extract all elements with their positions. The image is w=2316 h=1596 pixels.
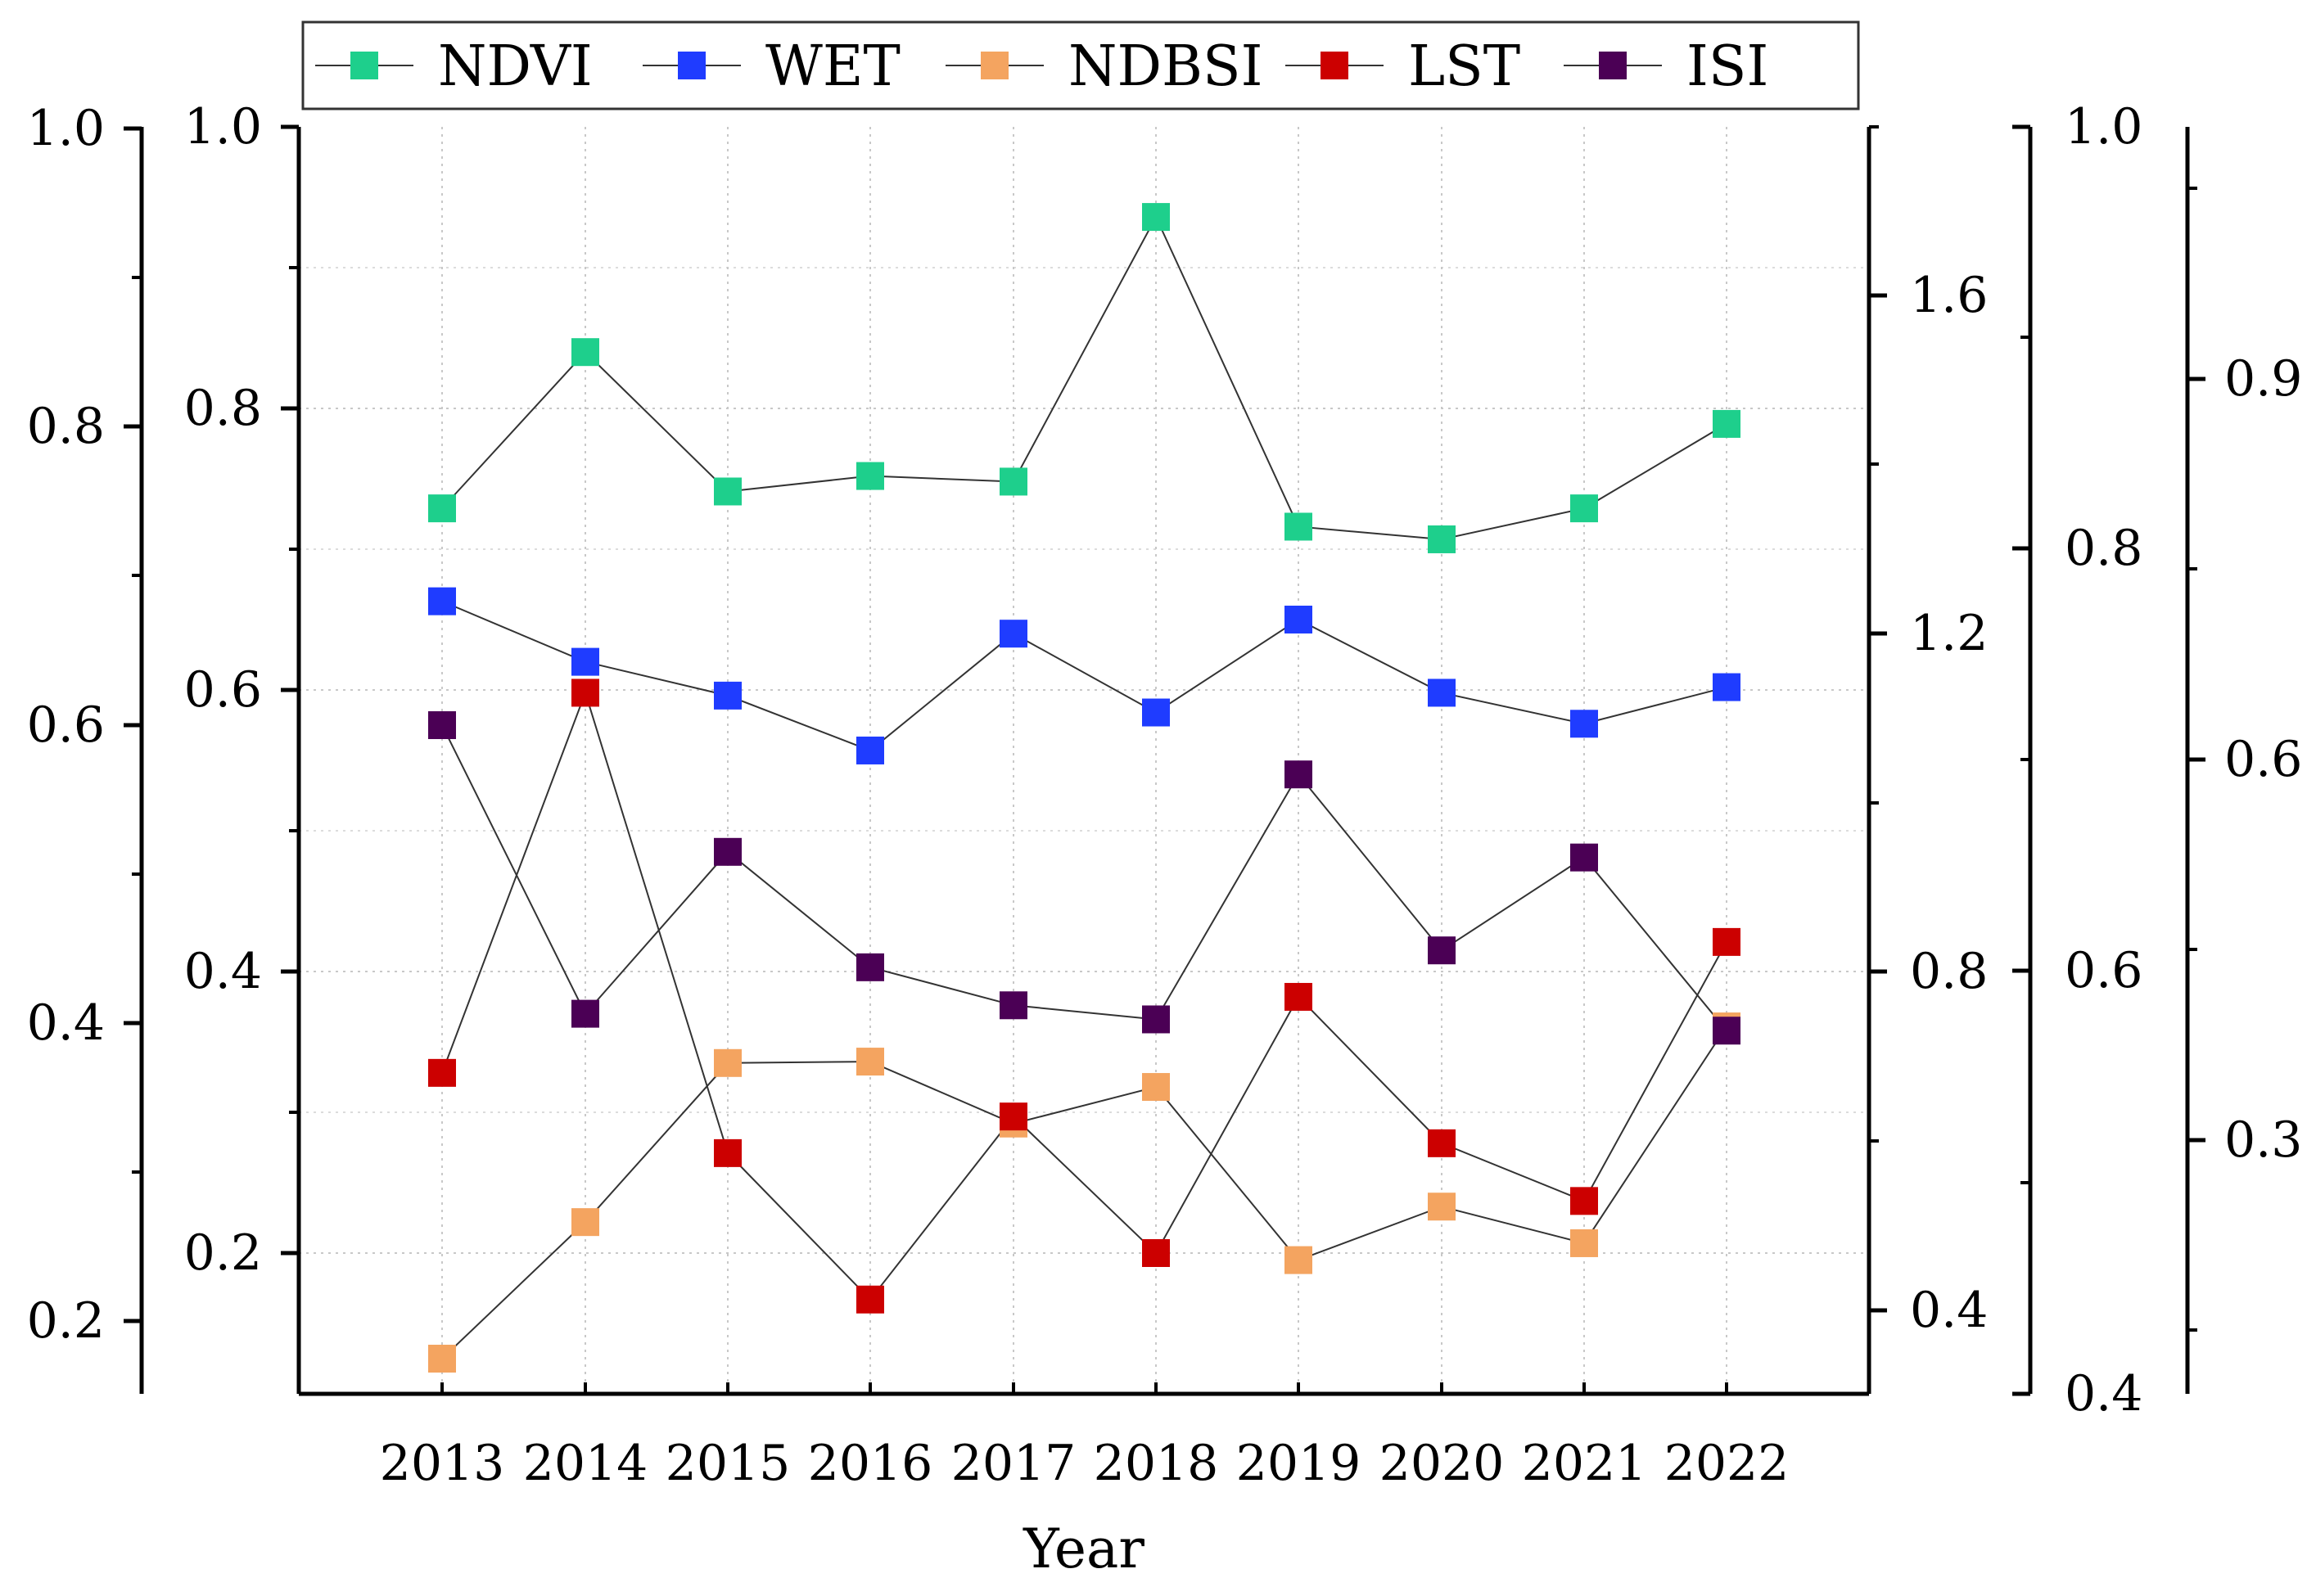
data-point-wet	[856, 736, 884, 764]
data-point-ndvi	[1000, 467, 1027, 496]
right-axis-1-tick-label: 0.8	[1910, 943, 1988, 1000]
x-tick-label: 2014	[523, 1435, 648, 1492]
data-point-ndbsi	[1142, 1073, 1170, 1102]
inner-left-tick-label: 0.6	[184, 661, 262, 719]
x-tick-label: 2017	[951, 1435, 1077, 1492]
inner-left-tick-label: 1.0	[184, 98, 262, 156]
outer-left-tick-label: 0.2	[27, 1292, 105, 1350]
data-point-wet	[428, 587, 456, 615]
data-point-ndvi	[1713, 409, 1740, 438]
data-point-wet	[1428, 679, 1456, 707]
data-point-ndvi	[1428, 525, 1456, 553]
outer-left-tick-label: 0.6	[27, 697, 105, 754]
data-point-isi	[1570, 843, 1598, 872]
data-point-ndvi	[1142, 203, 1170, 232]
data-point-wet	[1000, 620, 1027, 648]
data-point-ndbsi	[428, 1345, 456, 1373]
right-axis-1-tick-label: 0.4	[1910, 1282, 1988, 1339]
series-line-ndvi	[441, 214, 1727, 540]
data-point-ndbsi	[1570, 1229, 1598, 1257]
data-point-lst	[1713, 927, 1740, 956]
data-point-lst	[714, 1138, 742, 1167]
x-tick-label: 2016	[808, 1435, 933, 1492]
right-axis-2-tick-label: 0.8	[2065, 520, 2142, 577]
data-point-ndbsi	[714, 1048, 742, 1077]
data-point-ndvi	[856, 462, 884, 490]
data-point-wet	[571, 647, 599, 676]
data-point-isi	[1284, 760, 1312, 789]
data-point-ndvi	[714, 477, 742, 506]
legend-label-ndvi: NDVI	[438, 34, 593, 99]
data-point-ndvi	[1570, 494, 1598, 523]
legend-marker-ndvi	[350, 52, 378, 79]
data-point-isi	[714, 837, 742, 866]
right-axis-1-tick-label: 1.2	[1910, 605, 1988, 662]
series-line-ndbsi	[441, 1026, 1727, 1359]
data-point-lst	[1284, 982, 1312, 1011]
x-tick-label: 2021	[1522, 1435, 1647, 1492]
data-point-lst	[1000, 1102, 1027, 1131]
data-point-isi	[856, 953, 884, 981]
data-point-wet	[1284, 606, 1312, 633]
legend-label-wet: WET	[765, 34, 901, 99]
data-point-ndbsi	[1284, 1246, 1312, 1274]
data-point-wet	[1570, 710, 1598, 738]
outer-left-tick-label: 0.4	[27, 994, 105, 1052]
data-point-lst	[428, 1058, 456, 1087]
legend-label-isi: ISI	[1686, 34, 1768, 99]
x-tick-label: 2022	[1664, 1435, 1790, 1492]
right-axis-1-tick-label: 1.6	[1910, 267, 1988, 324]
series-line-isi	[441, 724, 1727, 1031]
data-point-lst	[1142, 1239, 1170, 1267]
right-axis-2-tick-label: 1.0	[2065, 98, 2142, 156]
data-point-wet	[1142, 698, 1170, 727]
right-axis-3-tick-label: 0.9	[2224, 350, 2302, 408]
data-point-lst	[1570, 1187, 1598, 1215]
data-point-isi	[428, 711, 456, 739]
legend-label-lst: LST	[1408, 34, 1520, 99]
x-tick-label: 2013	[380, 1435, 505, 1492]
x-tick-label: 2018	[1094, 1435, 1219, 1492]
data-point-isi	[571, 999, 599, 1028]
data-point-ndvi	[428, 494, 456, 523]
inner-left-tick-label: 0.2	[184, 1224, 262, 1282]
data-point-ndvi	[571, 338, 599, 367]
series-line-wet	[441, 600, 1727, 752]
data-point-ndbsi	[1428, 1192, 1456, 1221]
legend-marker-isi	[1599, 52, 1627, 79]
data-point-isi	[1713, 1017, 1740, 1045]
data-point-lst	[571, 679, 599, 707]
data-point-wet	[1713, 673, 1740, 701]
legend-marker-lst	[1321, 52, 1348, 79]
data-point-ndbsi	[856, 1048, 884, 1076]
x-tick-label: 2020	[1379, 1435, 1505, 1492]
data-point-lst	[856, 1285, 884, 1314]
x-tick-label: 2019	[1236, 1435, 1361, 1492]
outer-left-tick-label: 0.8	[27, 398, 105, 455]
legend-label-ndbsi: NDBSI	[1068, 34, 1262, 99]
data-point-isi	[1142, 1005, 1170, 1034]
data-point-ndbsi	[571, 1208, 599, 1237]
legend-marker-ndbsi	[981, 52, 1009, 79]
right-axis-2-tick-label: 0.6	[2065, 942, 2142, 999]
data-point-wet	[714, 681, 742, 710]
series-line-lst	[441, 690, 1727, 1301]
right-axis-3-tick-label: 0.6	[2224, 731, 2302, 788]
data-point-isi	[1428, 936, 1456, 965]
inner-left-tick-label: 0.4	[184, 943, 262, 1000]
inner-left-tick-label: 0.8	[184, 380, 262, 437]
data-point-lst	[1428, 1129, 1456, 1157]
x-tick-label: 2015	[666, 1435, 791, 1492]
right-axis-2-tick-label: 0.4	[2065, 1365, 2142, 1422]
x-axis-title: Year	[1023, 1517, 1144, 1580]
right-axis-3-tick-label: 0.3	[2224, 1111, 2302, 1169]
legend-marker-wet	[678, 52, 706, 79]
outer-left-tick-label: 1.0	[27, 100, 105, 157]
data-point-ndvi	[1284, 512, 1312, 541]
data-point-isi	[1000, 991, 1027, 1020]
